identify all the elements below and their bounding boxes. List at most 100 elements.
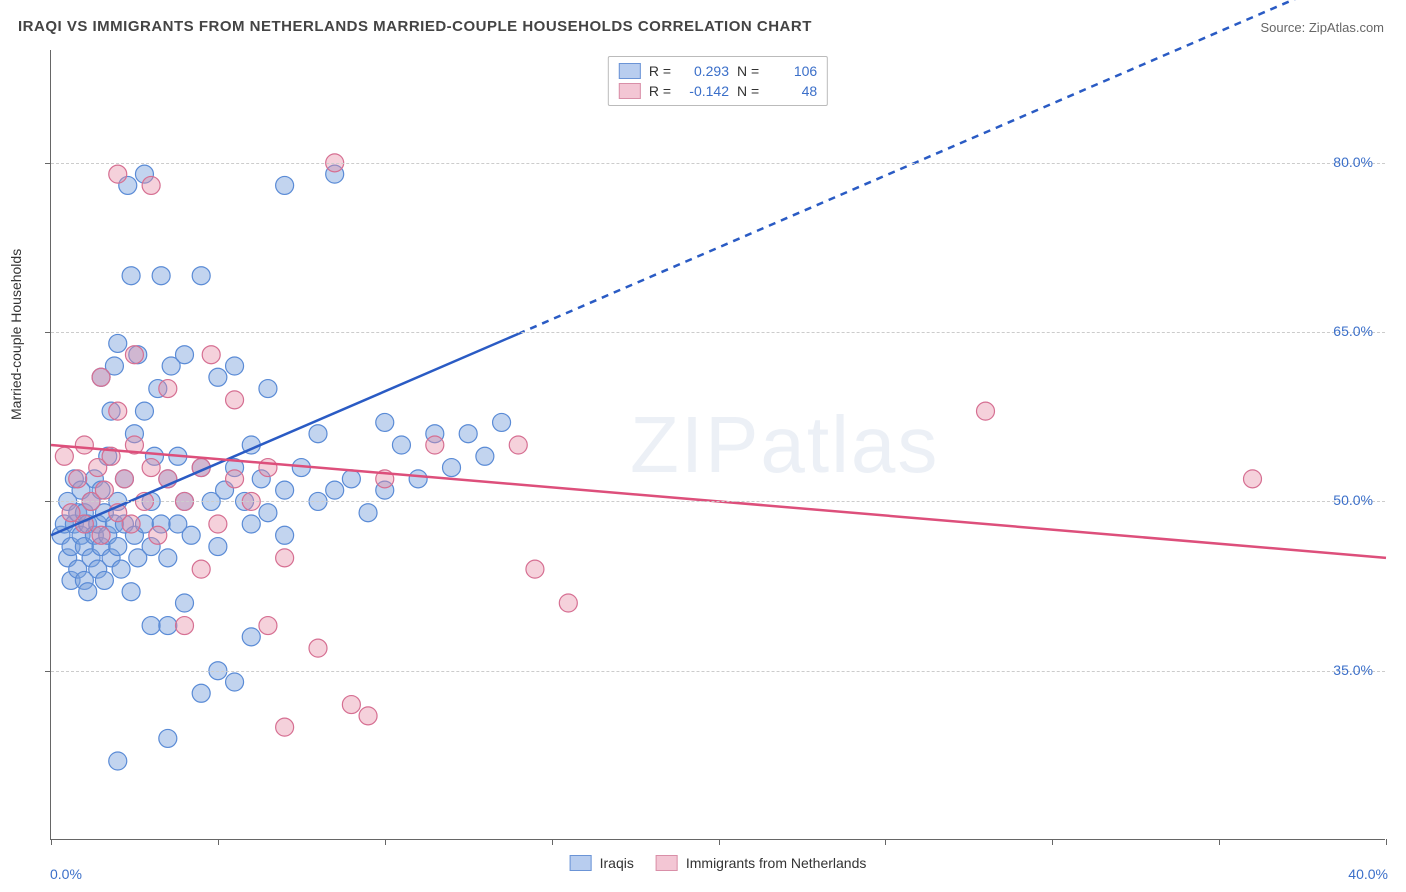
data-point [115,470,133,488]
data-point [192,560,210,578]
chart-svg [51,50,1385,839]
x-max-label: 40.0% [1348,866,1388,882]
data-point [276,526,294,544]
x-tick [218,839,219,845]
y-tick [45,163,51,164]
data-point [359,707,377,725]
data-point [409,470,427,488]
data-point [202,346,220,364]
data-point [309,639,327,657]
legend-row-netherlands: R = -0.142 N = 48 [619,81,817,101]
y-tick-label: 65.0% [1333,323,1373,339]
data-point [209,538,227,556]
data-point [125,346,143,364]
r-label: R = [649,83,671,99]
data-point [259,380,277,398]
data-point [226,357,244,375]
r-value-iraqis: 0.293 [679,63,729,79]
gridline [51,332,1385,333]
r-label: R = [649,63,671,79]
y-tick [45,501,51,502]
swatch-netherlands [656,855,678,871]
data-point [276,176,294,194]
chart-title: IRAQI VS IMMIGRANTS FROM NETHERLANDS MAR… [18,18,812,35]
data-point [112,560,130,578]
y-axis-label: Married-couple Households [8,249,24,420]
x-tick [385,839,386,845]
data-point [1244,470,1262,488]
data-point [122,515,140,533]
x-tick [1052,839,1053,845]
data-point [276,481,294,499]
plot-area: ZIPatlas R = 0.293 N = 106 R = -0.142 N … [50,50,1385,840]
data-point [95,481,113,499]
data-point [459,425,477,443]
data-point [342,696,360,714]
data-point [122,267,140,285]
gridline [51,671,1385,672]
data-point [159,380,177,398]
data-point [476,447,494,465]
data-point [122,583,140,601]
data-point [142,176,160,194]
legend-row-iraqis: R = 0.293 N = 106 [619,61,817,81]
legend-label: Immigrants from Netherlands [686,855,867,871]
data-point [192,684,210,702]
data-point [326,481,344,499]
x-tick [1219,839,1220,845]
y-tick [45,671,51,672]
data-point [559,594,577,612]
data-point [92,526,110,544]
data-point [376,413,394,431]
data-point [152,267,170,285]
swatch-iraqis [570,855,592,871]
legend-item-netherlands: Immigrants from Netherlands [656,855,867,871]
data-point [149,526,167,544]
data-point [342,470,360,488]
data-point [209,368,227,386]
data-point [176,594,194,612]
data-point [75,436,93,454]
data-point [359,504,377,522]
data-point [182,526,200,544]
data-point [259,617,277,635]
data-point [192,267,210,285]
data-point [259,459,277,477]
data-point [109,538,127,556]
gridline [51,163,1385,164]
data-point [69,470,87,488]
data-point [55,447,73,465]
series-legend: Iraqis Immigrants from Netherlands [570,855,867,871]
data-point [209,515,227,533]
data-point [509,436,527,454]
data-point [109,402,127,420]
data-point [226,470,244,488]
data-point [309,425,327,443]
n-value-netherlands: 48 [767,83,817,99]
trend-line-dashed [518,0,1386,334]
data-point [159,729,177,747]
swatch-netherlands [619,83,641,99]
chart-container: IRAQI VS IMMIGRANTS FROM NETHERLANDS MAR… [0,0,1406,892]
y-tick-label: 50.0% [1333,492,1373,508]
data-point [426,436,444,454]
y-tick-label: 80.0% [1333,154,1373,170]
legend-item-iraqis: Iraqis [570,855,634,871]
data-point [159,549,177,567]
r-value-netherlands: -0.142 [679,83,729,99]
data-point [176,617,194,635]
data-point [176,346,194,364]
data-point [109,752,127,770]
x-tick [51,839,52,845]
data-point [109,165,127,183]
data-point [92,368,110,386]
data-point [79,583,97,601]
data-point [109,334,127,352]
n-value-iraqis: 106 [767,63,817,79]
data-point [259,504,277,522]
source-label: Source: ZipAtlas.com [1260,20,1384,35]
x-tick [719,839,720,845]
data-point [443,459,461,477]
correlation-legend: R = 0.293 N = 106 R = -0.142 N = 48 [608,56,828,106]
data-point [226,673,244,691]
